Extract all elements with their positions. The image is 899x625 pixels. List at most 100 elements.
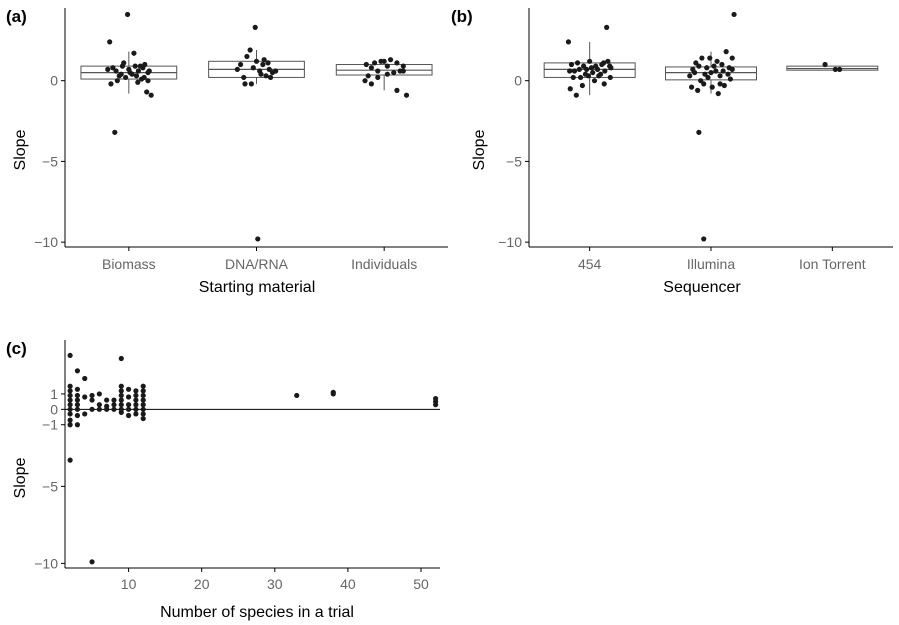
panel-c-data-point: [74, 412, 81, 419]
panel-b-data-point: [709, 84, 715, 90]
panel-b-y-tick-label: −10: [498, 234, 522, 250]
panel-c-data-point: [74, 422, 81, 428]
panel-a-data-point: [105, 66, 111, 72]
panel-c-data-point: [74, 406, 81, 412]
panel-a-data-point: [127, 69, 133, 76]
panel-a-data-point: [144, 89, 150, 95]
panel-b-data-point: [687, 73, 693, 79]
panel-b-data-point: [731, 11, 737, 18]
panel-b-data-point: [567, 86, 573, 92]
panel-b-data-point: [584, 66, 590, 72]
panel-b-data-point: [607, 74, 613, 81]
panel-b-data-point: [717, 81, 723, 87]
panel-a-data-point: [266, 66, 272, 72]
panel-b-data-point: [704, 65, 710, 71]
panel-b-data-point: [725, 71, 731, 77]
panel-b-data-point: [601, 60, 607, 66]
panel-a-x-tick-label: Individuals: [351, 256, 417, 272]
panel-a-x-tick-label: Biomass: [102, 256, 156, 272]
panel-c-data-point: [133, 397, 139, 403]
panel-a-x-tick-label: DNA/RNA: [225, 256, 289, 272]
panel-a-data-point: [260, 61, 266, 68]
panel-b-data-point: [695, 87, 701, 93]
panel-a-data-point: [368, 65, 374, 71]
panel-c-data-point: [111, 397, 117, 403]
panel-b-data-point: [597, 71, 604, 77]
panel-b-x-axis-title: Sequencer: [663, 279, 741, 296]
panel-b-data-point: [719, 61, 725, 68]
panel-c-data-point: [67, 402, 73, 408]
panel-c-data-point: [89, 406, 95, 412]
panel-c-data-point: [89, 559, 95, 565]
panel-c-x-tick-label: 50: [413, 576, 429, 592]
panel-c-data-point: [96, 406, 102, 412]
panel-c-data-point: [74, 368, 81, 374]
panel-b-data-point: [708, 69, 714, 76]
panel-c-data-point: [96, 391, 102, 397]
panel-c-data-point: [111, 402, 117, 408]
panel-c-x-tick-label: 20: [194, 576, 210, 592]
panel-b-data-point: [571, 68, 578, 74]
panel-a-data-point: [248, 81, 254, 87]
panel-a-data-point: [252, 24, 258, 30]
panel-c-data-point: [140, 388, 146, 394]
panel-c-data-point: [89, 397, 95, 403]
panel-b-plot-area: 0 −5 −10 454 Illumina Ion Torrent: [498, 8, 893, 272]
panel-b-data-point: [822, 61, 828, 68]
panel-c-data-point: [118, 388, 124, 394]
panel-b-x-tick-label: Ion Torrent: [799, 256, 866, 272]
panel-a-data-point: [118, 71, 124, 77]
panel-a-data-point: [123, 74, 129, 81]
panel-c-y-tick-label: −5: [42, 478, 58, 494]
panel-b-data-point: [729, 66, 735, 72]
panel-a-data-point: [234, 66, 240, 72]
panel-c-y-tick-label: −10: [34, 555, 58, 571]
panel-a-plot-area: 0 −5 −10 Biomass DNA/RNA Individuals: [34, 8, 448, 272]
panel-c-data-point: [82, 394, 88, 400]
panel-a-data-point: [148, 92, 154, 98]
panel-c-data-point: [125, 412, 132, 419]
panel-b-data-point: [717, 73, 723, 79]
panel-c-data-point: [133, 406, 139, 412]
panel-c-data-point: [111, 406, 117, 412]
panel-b-data-point: [698, 78, 704, 84]
panel-c-data-point: [125, 394, 132, 400]
panel-c-data-point: [118, 392, 124, 399]
panel-a-data-point: [403, 92, 410, 98]
panel-a-data-point: [141, 74, 147, 81]
panel-b-data-point: [688, 84, 695, 90]
panel-a-data-point: [107, 39, 113, 45]
panel-c-data-point: [294, 392, 300, 399]
panel-a-x-axis-title: Starting material: [199, 279, 316, 296]
panel-a-data-point: [108, 81, 114, 87]
panel-a-data-point: [121, 60, 127, 66]
panel-a-data-point: [394, 60, 400, 66]
panel-b-data-point: [837, 66, 843, 72]
panel-c-data-point: [140, 415, 146, 422]
panel-b-data-point: [715, 90, 721, 97]
panel-c-x-tick-label: 10: [121, 576, 137, 592]
panel-b-data-point: [723, 49, 729, 55]
panel-a-data-point: [400, 63, 406, 69]
panel-b-data-point: [713, 68, 719, 74]
panel-a-y-tick-label: −10: [34, 234, 58, 250]
panel-c-data-point: [133, 402, 139, 408]
panel-a-data-point: [384, 71, 390, 77]
panel-b-y-axis-title: Slope: [471, 129, 488, 170]
panel-b-data-point: [729, 55, 735, 61]
panel-b: (b) Slope Sequencer 0 −5 −10 454 Illumina Ion…: [451, 7, 893, 296]
panel-a-data-point: [110, 65, 116, 71]
panel-b-data-point: [721, 82, 727, 89]
panel-a-data-point: [375, 68, 381, 74]
panel-c-data-point: [67, 397, 73, 403]
panel-c-x-tick-label: 30: [267, 576, 283, 592]
panel-a-data-point: [258, 71, 264, 77]
panel-a-data-point: [391, 69, 397, 76]
panel-a-y-axis-title: Slope: [12, 129, 29, 170]
panel-c-x-tick-label: 40: [340, 576, 356, 592]
panel-c-data-point: [67, 422, 73, 428]
panel-b-data-point: [720, 68, 726, 74]
panel-c-data-point: [118, 397, 124, 403]
